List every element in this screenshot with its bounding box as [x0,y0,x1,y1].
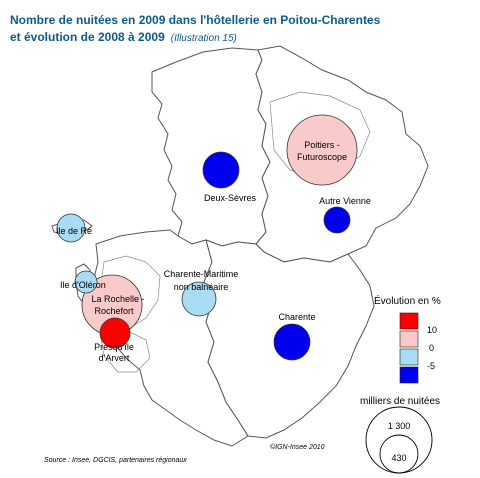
label-cm-non-balneaire-2: non balnéaire [174,282,229,292]
title-line-2: et évolution de 2008 à 2009 (Illustration… [10,29,450,47]
size-value-small: 430 [391,453,406,463]
label-la-rochelle-1: La Rochelle - [91,294,144,304]
size-value-large: 1 300 [388,421,411,431]
title-line-1: Nombre de nuitées en 2009 dans l'hôtelle… [10,13,381,27]
copyright-note: ©IGN-Insee 2010 [270,443,325,451]
legend-swatch-0to10 [399,330,419,348]
circle-charente [273,323,311,361]
circle-presquile-d-arvert [99,317,131,349]
legend-tick-0: 0 [429,343,434,353]
boundary-poitiers [269,91,371,177]
evolution-legend-title: Évolution en % [374,294,441,307]
label-autre-vienne: Autre Vienne [319,196,371,206]
circle-poitiers-futuroscope [286,114,358,186]
illustration-number: (Illustration 15) [170,33,237,44]
map-title: Nombre de nuitées en 2009 dans l'hôtelle… [10,12,450,47]
legend-swatch-gt10 [399,312,419,330]
circle-ile-de-re [56,213,86,243]
circle-charente-maritime-non-balneaire [181,281,217,317]
title-line-2-text: et évolution de 2008 à 2009 [10,30,165,44]
legend-swatch-ltm5 [399,366,419,384]
label-poitiers-2: Futuroscope [297,152,347,162]
label-cm-non-balneaire-1: Charente-Maritime [164,269,239,279]
legend-tick-10: 10 [427,325,437,335]
region-map [51,45,429,447]
legend-tick-minus5: -5 [427,361,435,371]
proportional-circles [56,114,358,361]
label-ile-de-re: Ile de Ré [56,226,92,236]
department-deux-sevres [151,47,271,247]
label-arvert-2: d'Arvert [99,353,130,363]
size-legend: milliers de nuitées 1 300 430 [360,396,440,474]
label-la-rochelle-2: Rochefort [94,306,134,316]
evolution-legend: Évolution en % 10 0 -5 [374,294,441,384]
circle-autre-vienne [323,206,351,234]
legend-swatch-m5to0 [399,348,419,366]
circle-deux-sevres [202,151,240,189]
zone-labels: Poitiers - Futuroscope Deux-Sèvres Autre… [56,140,371,363]
label-charente: Charente [278,312,315,322]
size-legend-title: milliers de nuitées [360,396,440,407]
circle-ile-d-oleron [74,270,98,294]
label-ile-d-oleron: Ile d'Oléron [60,280,106,290]
source-note: Source : Insee, DGCIS, partenaires régio… [44,457,187,464]
label-poitiers-1: Poitiers - [304,140,340,150]
label-arvert-1: Presqu'île [94,342,134,352]
size-circle-small [379,434,419,474]
label-deux-sevres: Deux-Sèvres [204,193,257,203]
